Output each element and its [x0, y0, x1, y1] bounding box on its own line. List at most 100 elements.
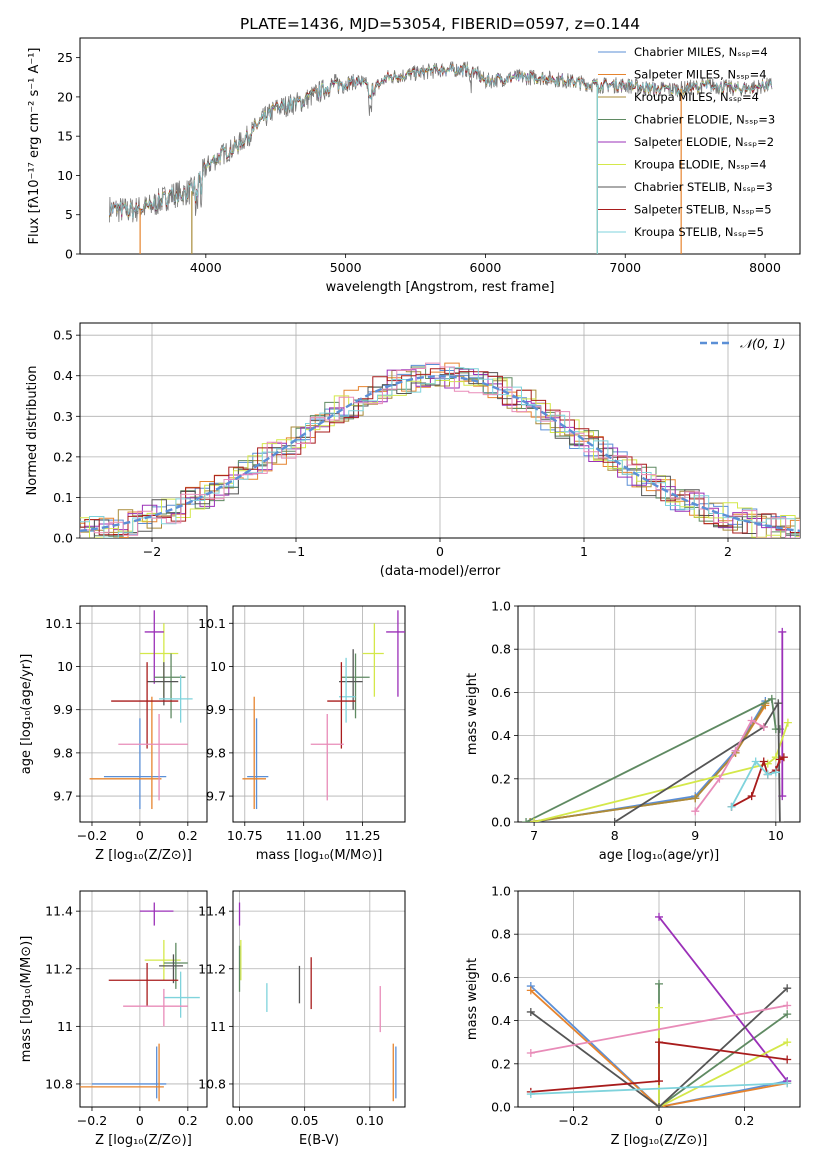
y-tick-label: 0.0	[491, 1100, 511, 1115]
age_vs_Z-axes: −0.2 0 0.2 9.7 9.8 9.9 10 10.1 Z [log₁₀(Z/Z⊙)] ag…	[19, 605, 208, 863]
x-tick-label: 5000	[330, 260, 362, 275]
weight_vs_Z-axes: −0.2 0 0.2 0.0 0.2 0.4 0.6 0.8 1.0 Z [log₁₀(Z/Z⊙)…	[465, 884, 801, 1148]
weight-marker	[774, 699, 783, 708]
residual-histograms	[80, 362, 800, 538]
weight-marker	[751, 757, 760, 766]
x-tick-label: 2	[724, 544, 732, 559]
weight-line	[730, 759, 777, 808]
weight-marker	[783, 1055, 792, 1064]
y-tick-label: 0.1	[53, 490, 73, 505]
age_vs_Z-xlabel: Z [log₁₀(Z/Z⊙)]	[95, 848, 192, 863]
weight-marker	[783, 718, 792, 727]
x-tick-label: 9	[691, 828, 699, 843]
mass_vs_Z-frame	[79, 890, 208, 1108]
spectrum-xlabel: wavelength [Angstrom, rest frame]	[326, 280, 555, 295]
y-tick-label: 0.2	[53, 449, 73, 464]
legend-label: Chabrier ELODIE, Nₛₛₚ=3	[634, 113, 775, 127]
y-tick-label: 11.4	[45, 904, 73, 919]
legend-label: Salpeter STELIB, Nₛₛₚ=5	[634, 203, 772, 217]
y-tick-label: 15	[57, 129, 73, 144]
weight-marker	[727, 802, 736, 811]
y-tick-label: 9.9	[206, 702, 226, 717]
histogram-step	[80, 362, 800, 538]
y-tick-label: 10	[57, 659, 73, 674]
y-tick-label: 0.4	[53, 368, 73, 383]
age_vs_mass-axes: 10.75 11.00 11.25 9.7 9.8 9.9 10 10.1 mass [log₁…	[198, 605, 406, 863]
spectrum-ylabel: Flux [fλ10⁻¹⁷ erg cm⁻² s⁻¹ A⁻¹]	[27, 48, 42, 245]
weight-marker	[747, 792, 756, 801]
x-tick-label: 0.00	[226, 1113, 254, 1128]
y-tick-label: 9.8	[53, 745, 73, 760]
weight-line	[529, 702, 767, 822]
y-tick-label: 0.0	[491, 815, 511, 830]
x-tick-label: 6000	[470, 260, 502, 275]
weight-marker	[783, 1001, 792, 1010]
weight-marker	[783, 984, 792, 993]
weight-marker	[759, 757, 768, 766]
weight_vs_Z-ylabel: mass weight	[465, 958, 480, 1040]
y-tick-label: 10.8	[45, 1076, 73, 1091]
weight-marker	[759, 722, 768, 731]
x-tick-label: −2	[143, 544, 161, 559]
x-tick-label: −0.2	[558, 1113, 588, 1128]
weight-line	[533, 722, 789, 822]
spectrum-title: PLATE=1436, MJD=53054, FIBERID=0597, z=0…	[240, 15, 640, 33]
spectrum-model-line	[109, 64, 772, 218]
mass_vs_Z-xlabel: Z [log₁₀(Z/Z⊙)]	[95, 1133, 192, 1148]
weight-line	[530, 985, 788, 1107]
weight-marker	[767, 694, 776, 703]
legend-label: Salpeter MILES, Nₛₛₚ=4	[634, 68, 767, 82]
y-tick-label: 11.2	[198, 961, 226, 976]
x-tick-label: 7000	[609, 260, 641, 275]
age_vs_Z-errorbars	[89, 610, 193, 810]
legend-label: Kroupa STELIB, Nₛₛₚ=5	[634, 225, 764, 239]
y-tick-label: 0.2	[491, 1056, 511, 1071]
weight-marker	[530, 818, 539, 822]
weight_vs_age-axes: 7 8 9 10 0.0 0.2 0.4 0.6 0.8 1.0 age [log₁₀(age/yr…	[465, 599, 801, 863]
mass_vs_ebv-xlabel: E(B-V)	[299, 1133, 339, 1148]
weight-marker	[691, 794, 700, 803]
spectrum-lines	[109, 60, 773, 254]
legend-label: Kroupa MILES, Nₛₛₚ=4	[634, 90, 759, 104]
weight-marker	[526, 1090, 535, 1099]
mass_vs_Z-errorbars	[80, 902, 200, 1102]
y-tick-label: 9.9	[53, 702, 73, 717]
x-tick-label: 0.2	[178, 1113, 198, 1128]
weight_vs_age-frame	[517, 605, 801, 823]
weight-line	[530, 987, 788, 1107]
histogram-step	[80, 368, 800, 538]
weight-line	[530, 989, 788, 1107]
x-tick-label: 10	[768, 828, 784, 843]
x-tick-label: 0.10	[356, 1113, 384, 1128]
legend-label: Chabrier MILES, Nₛₛₚ=4	[634, 45, 768, 59]
y-tick-label: 0.4	[491, 728, 511, 743]
x-tick-label: −0.2	[77, 1113, 107, 1128]
weight-line	[530, 1041, 788, 1093]
mass_vs_ebv-frame	[232, 890, 406, 1108]
weight_vs_age-xlabel: age [log₁₀(age/yr)]	[599, 848, 720, 863]
x-tick-label: 0.2	[735, 1113, 755, 1128]
histogram-step	[80, 367, 800, 538]
age_vs_mass-xlabel: mass [log₁₀(M/M⊙)]	[256, 848, 383, 863]
y-tick-label: 11.4	[198, 904, 226, 919]
age_vs_Z-ylabel: age [log₁₀(age/yr)]	[19, 654, 34, 775]
weight_vs_Z-lines	[526, 912, 792, 1107]
y-tick-label: 0	[65, 247, 73, 262]
weight-marker	[526, 1007, 535, 1016]
weight-marker	[763, 770, 772, 779]
x-tick-label: 0.2	[178, 828, 198, 843]
y-tick-label: 20	[57, 89, 73, 104]
age_vs_mass-errorbars	[242, 610, 405, 810]
normal-curve	[80, 374, 800, 533]
y-tick-label: 0.8	[491, 642, 511, 657]
y-tick-label: 11.2	[45, 961, 73, 976]
x-tick-label: 4000	[190, 260, 222, 275]
histogram-step	[80, 368, 800, 536]
x-tick-label: 0	[136, 828, 144, 843]
residuals-ylabel: Normed distribution	[25, 366, 40, 496]
y-tick-label: 9.7	[206, 789, 226, 804]
y-tick-label: 0.3	[53, 409, 73, 424]
x-tick-label: 10.75	[227, 828, 263, 843]
x-tick-label: 0	[136, 1113, 144, 1128]
weight-marker	[522, 818, 531, 822]
